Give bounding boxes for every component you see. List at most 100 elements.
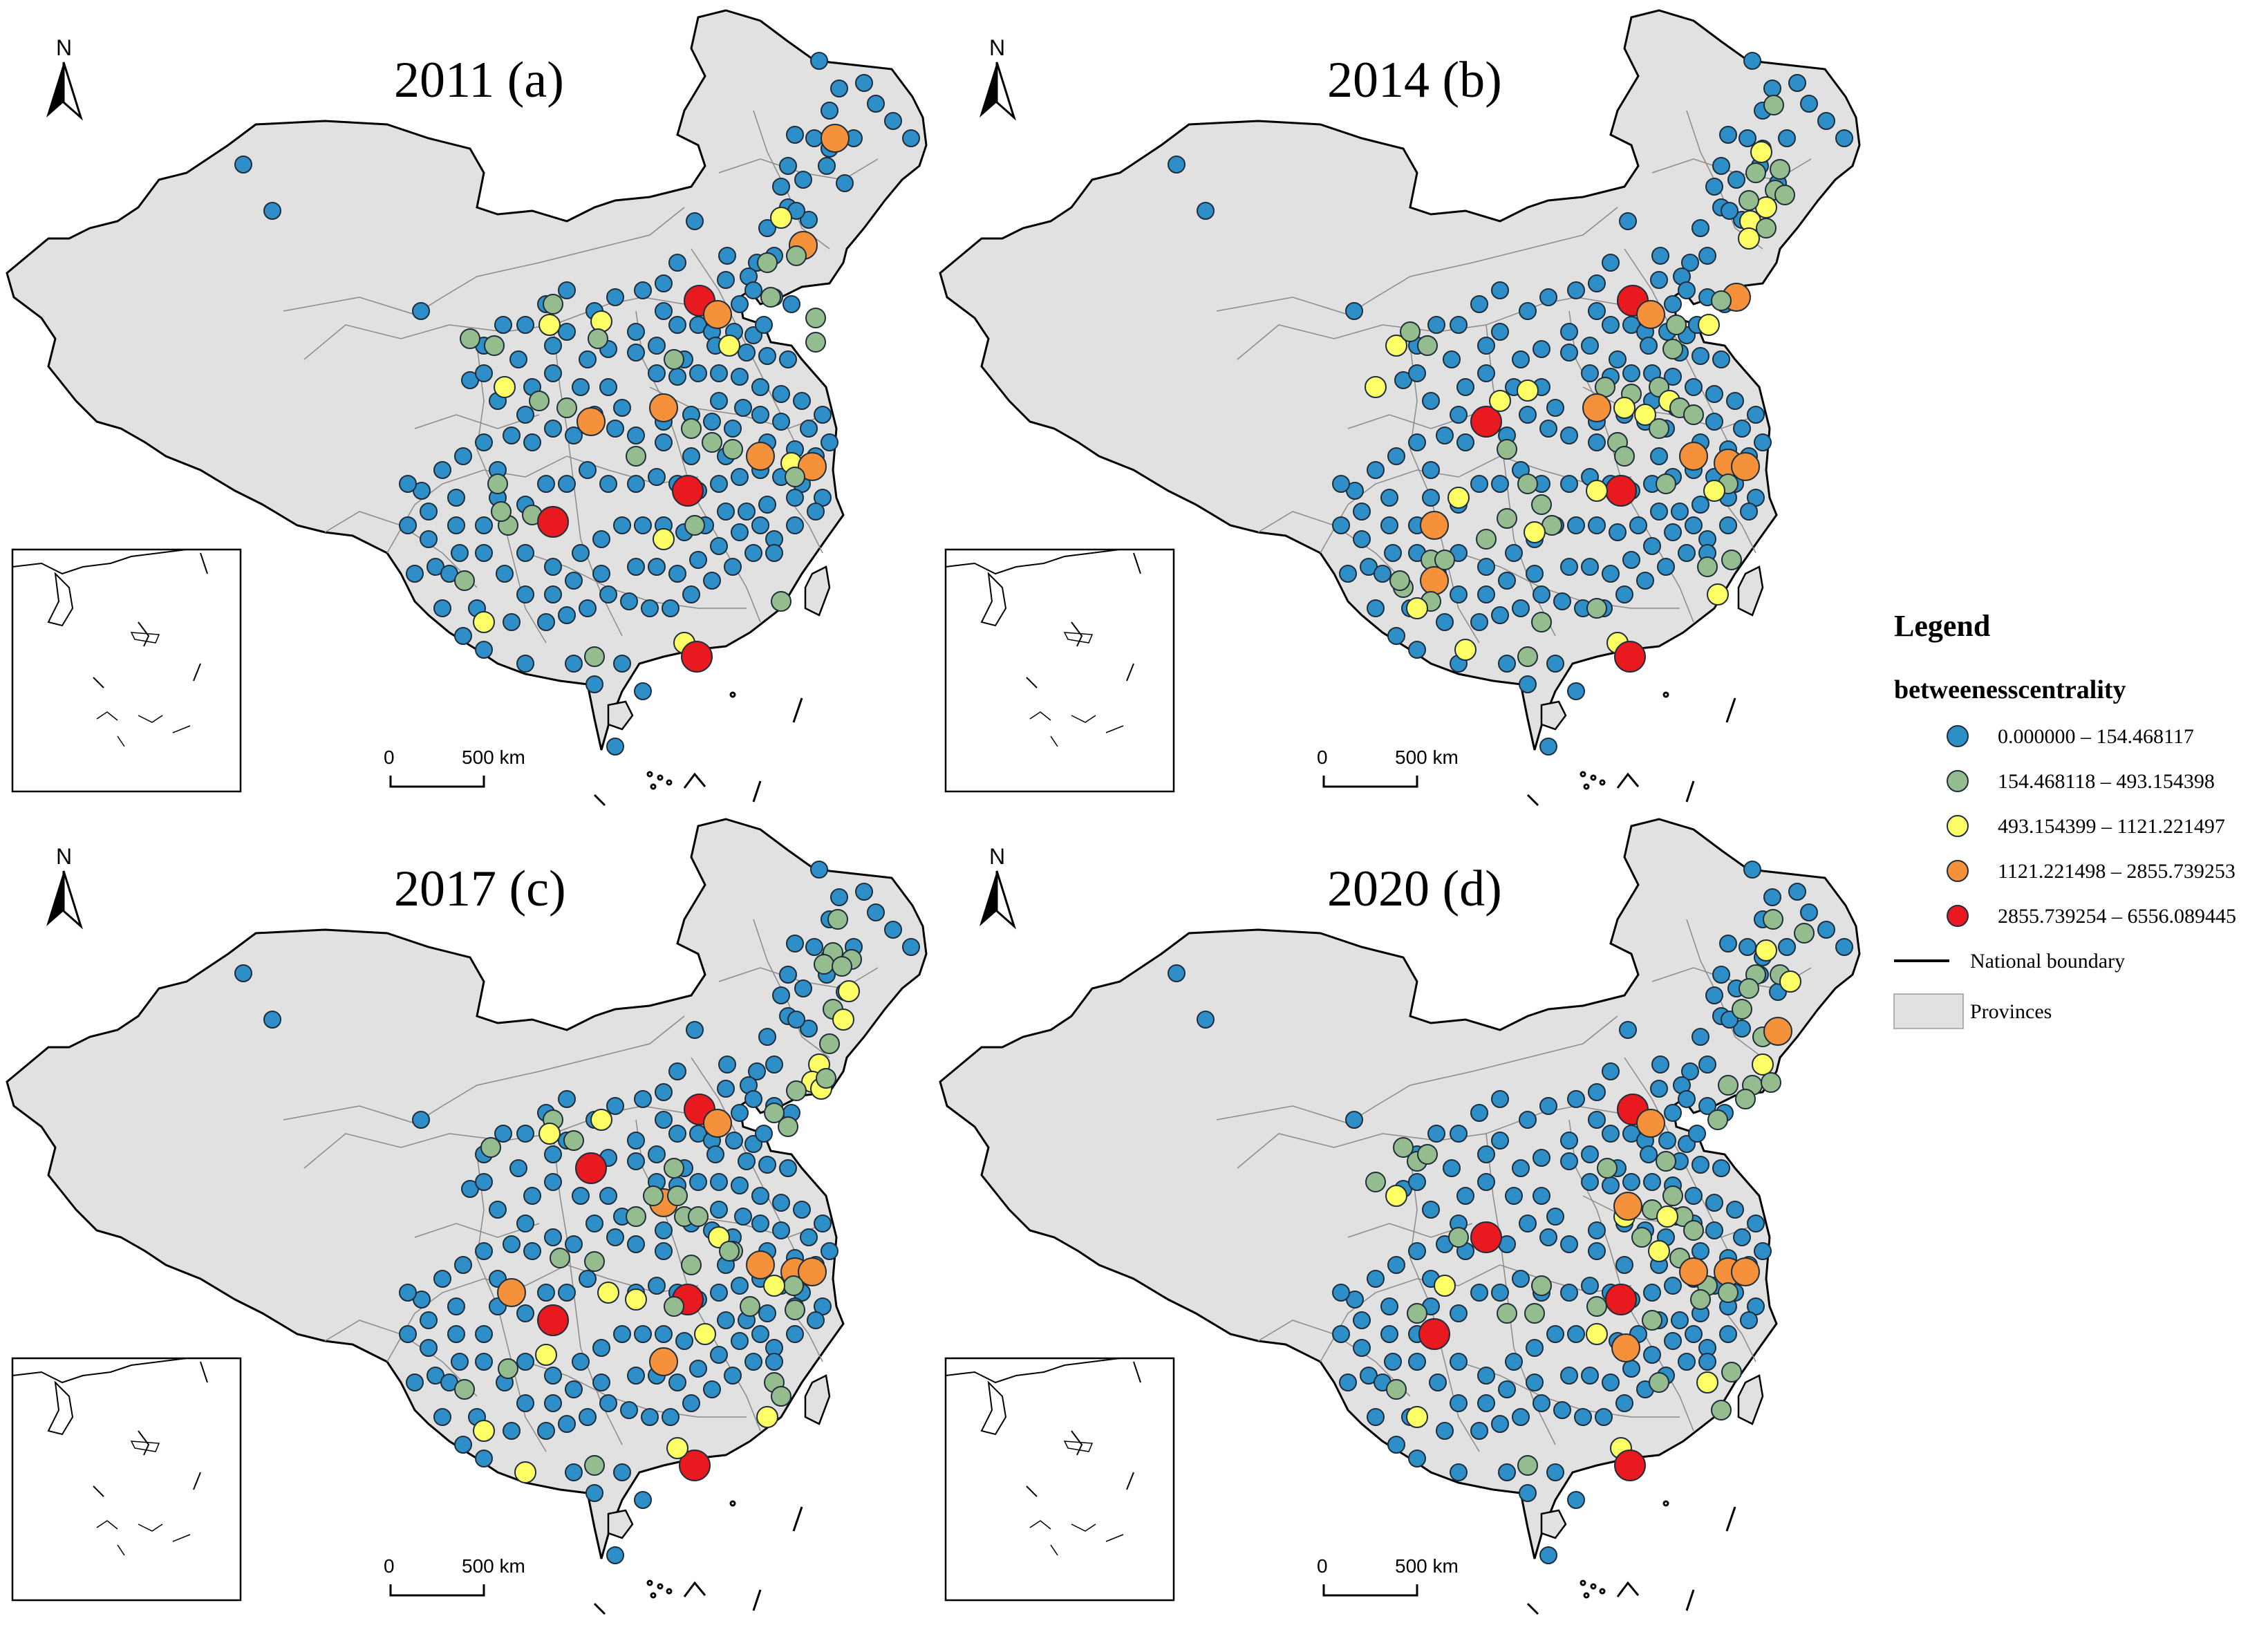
city-point [1752, 1053, 1774, 1076]
city-point [1491, 281, 1509, 299]
city-point [1526, 1339, 1544, 1357]
city-point [648, 364, 666, 382]
city-point [613, 1325, 631, 1343]
city-point [786, 1080, 807, 1101]
city-point [565, 426, 583, 444]
city-point [710, 1346, 728, 1364]
city-point [760, 287, 781, 308]
city-point [1491, 475, 1509, 493]
city-point [821, 433, 838, 451]
city-point [744, 1090, 762, 1108]
city-point [1588, 274, 1606, 292]
city-point [1650, 447, 1668, 465]
city-point [771, 1386, 791, 1407]
city-point [1636, 1109, 1665, 1138]
city-point [634, 1325, 652, 1343]
city-point [1609, 350, 1627, 368]
city-point [1332, 475, 1350, 493]
city-point [1664, 368, 1682, 386]
city-point [1732, 999, 1752, 1020]
city-point [473, 1420, 495, 1442]
city-point [1643, 537, 1661, 555]
city-point [1636, 572, 1654, 590]
city-point [1345, 302, 1363, 320]
city-point [1707, 1109, 1728, 1130]
city-point [746, 442, 775, 471]
city-points [1168, 861, 1853, 1564]
city-point [1385, 335, 1407, 357]
city-point [772, 385, 790, 403]
scale-bar: 0 500 km [1317, 1555, 1459, 1597]
city-point [648, 1145, 666, 1163]
city-point [710, 1173, 728, 1191]
city-point [786, 489, 804, 507]
city-point [758, 1304, 776, 1322]
city-point [420, 1311, 438, 1329]
city-point [643, 1185, 664, 1206]
city-point [649, 1347, 678, 1376]
city-point [689, 364, 707, 382]
city-point [655, 1325, 673, 1343]
city-point [649, 393, 678, 422]
city-point [433, 1270, 451, 1288]
city-point [1602, 1176, 1620, 1194]
city-point [1719, 126, 1737, 144]
city-point [1498, 655, 1516, 673]
city-point [786, 1325, 804, 1343]
city-point [758, 219, 776, 237]
city-point [786, 126, 804, 144]
city-point [787, 1011, 805, 1029]
city-point [634, 682, 652, 700]
city-point [1800, 903, 1818, 921]
city-point [399, 516, 417, 534]
city-point [412, 1111, 430, 1129]
city-point [535, 1344, 557, 1366]
city-point [648, 558, 666, 576]
city-point [634, 1090, 652, 1108]
legend-class-label: 0.000000 – 154.468117 [1998, 725, 2194, 748]
city-point [779, 966, 797, 984]
city-point [1574, 1408, 1592, 1426]
city-point [838, 980, 860, 1002]
city-point [1740, 1311, 1758, 1329]
city-point [1733, 1228, 1751, 1246]
city-point [1678, 1090, 1696, 1108]
city-point [234, 156, 252, 173]
city-point [613, 655, 631, 673]
city-point [503, 1235, 521, 1253]
city-point [1567, 682, 1585, 700]
city-point [1498, 1463, 1516, 1481]
city-point [579, 599, 597, 617]
city-point [830, 888, 848, 906]
city-point [751, 1325, 769, 1343]
city-point [1750, 141, 1772, 163]
city-point [590, 310, 612, 332]
city-point [689, 551, 707, 569]
city-point [751, 378, 769, 396]
city-point [1705, 1194, 1723, 1212]
city-point [565, 572, 583, 590]
city-point [1615, 585, 1633, 603]
city-point [703, 413, 721, 431]
city-point [819, 1033, 840, 1054]
city-point [1531, 612, 1552, 632]
city-point [1332, 1284, 1350, 1302]
city-point [1698, 1097, 1716, 1115]
city-point [544, 1145, 562, 1163]
city-point [855, 883, 873, 901]
city-point [1450, 1394, 1468, 1412]
legend-swatch-1 [1947, 770, 1969, 792]
city-point [516, 406, 534, 424]
city-point [1602, 565, 1620, 583]
city-point [406, 1373, 424, 1391]
city-point [722, 439, 743, 460]
city-point [1477, 1394, 1495, 1412]
city-points [234, 52, 920, 756]
city-point [1602, 316, 1620, 334]
city-point [1581, 1367, 1599, 1385]
city-point [447, 1297, 465, 1315]
city-point [771, 591, 791, 612]
city-point [627, 323, 645, 341]
city-point [756, 1406, 778, 1428]
city-point [1367, 1408, 1385, 1426]
